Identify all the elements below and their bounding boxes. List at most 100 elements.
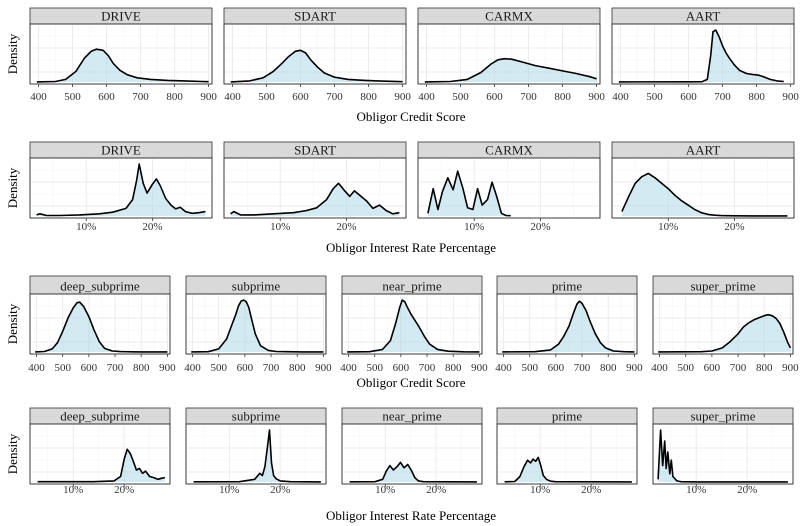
facet-panel-border	[611, 23, 795, 85]
x-tick-label: 600	[292, 91, 309, 103]
density-area	[424, 58, 597, 82]
x-tick-label: 400	[340, 362, 357, 374]
facet-panel-border	[185, 293, 327, 355]
x-tick-label: 500	[452, 91, 469, 103]
x-tick-label: 500	[521, 362, 538, 374]
x-axis-title: Obligor Credit Score	[356, 109, 465, 124]
x-tick-label: 900	[588, 91, 605, 103]
facet-sdart: SDART 400 500 600 700 800 900	[223, 7, 411, 103]
x-tick-label: 900	[782, 91, 799, 103]
facet-panel-border	[223, 23, 407, 85]
density-line	[349, 461, 477, 483]
x-tick-label: 800	[360, 91, 377, 103]
facet-drive: DRIVE 10% 20%	[29, 141, 213, 233]
facet-strip-label: AART	[686, 9, 721, 24]
facet-panel-border	[496, 293, 638, 355]
x-tick-label: 700	[574, 362, 591, 374]
density-line	[658, 313, 792, 353]
facet-deep-subprime: deep_subprime 10% 20%	[29, 407, 171, 496]
x-tick-label: 700	[520, 91, 537, 103]
facet-subprime: subprime 10% 20%	[185, 407, 327, 496]
density-line	[37, 448, 166, 483]
x-tick-label: 600	[393, 362, 410, 374]
x-tick-label: 800	[133, 362, 150, 374]
x-tick-label: 20%	[270, 484, 290, 496]
facet-strip-label: DRIVE	[101, 143, 141, 158]
facet-prime: prime 10% 20%	[496, 407, 638, 496]
density-area	[658, 430, 788, 482]
x-axis-title: Obligor Interest Rate Percentage	[326, 508, 496, 523]
x-tick-label: 900	[782, 362, 799, 374]
density-line	[35, 301, 168, 353]
x-tick-label: 10%	[464, 221, 484, 233]
facet-near-prime: near_prime 400 500 600 700 800 900	[340, 275, 488, 374]
x-tick-label: 20%	[737, 484, 757, 496]
x-tick-label: 20%	[426, 484, 446, 496]
density-line	[502, 300, 635, 353]
density-area	[658, 314, 791, 352]
x-tick-label: 700	[326, 91, 343, 103]
x-tick-label: 600	[486, 91, 503, 103]
facet-strip-label: deep_subprime	[60, 279, 140, 294]
density-line	[36, 163, 206, 217]
facet-strip-label: prime	[552, 279, 583, 294]
chart-row-1: DRIVE 400 500 600 700 800 900 SDART 400 500 600 700…	[5, 7, 799, 124]
facet-strip-label: SDART	[294, 9, 336, 24]
facet-strip-label: SDART	[294, 143, 336, 158]
x-tick-label: 900	[315, 362, 332, 374]
density-line	[657, 429, 788, 483]
facet-panel-border	[29, 23, 213, 85]
x-tick-label: 20%	[581, 484, 601, 496]
density-area	[502, 301, 635, 352]
facet-panel-border	[496, 423, 638, 485]
facet-deep-subprime: deep_subprime 400 500 600 700 800 900	[28, 275, 176, 374]
facet-strip-label: near_prime	[382, 279, 441, 294]
chart-row-3: deep_subprime 400 500 600 700 800 900 subprime 4…	[5, 275, 799, 390]
x-tick-label: 400	[28, 362, 45, 374]
x-tick-label: 900	[159, 362, 176, 374]
density-line	[230, 182, 400, 216]
x-tick-label: 500	[210, 362, 227, 374]
x-tick-label: 900	[626, 362, 643, 374]
x-tick-label: 700	[263, 362, 280, 374]
x-tick-label: 600	[98, 91, 115, 103]
facet-strip-label: subprime	[232, 409, 281, 424]
facet-aart: AART 10% 20%	[611, 141, 795, 233]
facet-strip-label: near_prime	[382, 409, 441, 424]
x-tick-label: 10%	[219, 484, 239, 496]
facet-panel	[496, 423, 638, 485]
x-tick-label: 800	[748, 91, 765, 103]
x-tick-label: 600	[548, 362, 565, 374]
x-tick-label: 600	[680, 91, 697, 103]
facet-drive: DRIVE 400 500 600 700 800 900	[29, 7, 217, 103]
facet-carmx: CARMX 400 500 600 700 800 900	[417, 7, 605, 103]
y-axis-title: Density	[5, 167, 20, 208]
x-tick-label: 10%	[375, 484, 395, 496]
x-tick-label: 700	[132, 91, 149, 103]
density-area	[347, 300, 480, 352]
x-axis-title: Obligor Credit Score	[356, 375, 465, 390]
facet-super-prime: super_prime 400 500 600 700 800 900	[651, 275, 799, 374]
x-tick-label: 20%	[336, 221, 356, 233]
facet-panel-border	[652, 293, 794, 355]
x-tick-label: 500	[646, 91, 663, 103]
x-tick-label: 400	[612, 91, 629, 103]
facet-strip-label: prime	[552, 409, 583, 424]
x-tick-label: 500	[54, 362, 71, 374]
x-tick-label: 20%	[142, 221, 162, 233]
facet-sdart: SDART 10% 20%	[223, 141, 407, 233]
x-tick-label: 400	[30, 91, 47, 103]
y-axis-title: Density	[5, 303, 20, 344]
x-tick-label: 800	[600, 362, 617, 374]
facet-strip-label: AART	[686, 143, 721, 158]
density-area	[504, 457, 632, 482]
facet-panel-border	[185, 423, 327, 485]
density-line	[230, 49, 403, 83]
density-line	[424, 57, 597, 83]
x-tick-label: 800	[289, 362, 306, 374]
x-tick-label: 20%	[530, 221, 550, 233]
facet-strip-label: CARMX	[485, 9, 533, 24]
density-area	[37, 449, 165, 482]
facet-carmx: CARMX 10% 20%	[417, 141, 601, 233]
